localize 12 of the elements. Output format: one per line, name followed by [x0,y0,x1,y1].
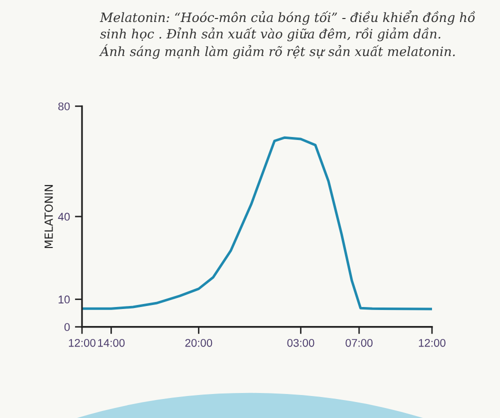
y-axis-title: MELATONIN [44,185,53,248]
x-tick-label: 20:00 [185,338,212,347]
chart-title: Melatonin: “Hoóc-môn của bóng tối” - điều khiển đồng hồ sinh học . Đỉnh sản xuất vào giữa đêm, rồi giảm dần. Ánh sáng mạnh làm giảm rõ rệt sự sản xuất melatonin. [99,10,476,59]
x-tick-label: 14:00 [98,338,125,347]
x-tick-label: 12:00 [68,338,96,347]
x-tick-label: 12:00 [418,338,446,347]
y-tick-label: 80 [58,102,70,110]
x-tick-label: 07:00 [346,338,373,347]
y-tick-label: 0 [64,323,70,332]
y-tick-label: 40 [58,212,70,221]
x-tick-label: 03:00 [287,338,314,347]
y-tick-label: 10 [58,296,70,304]
